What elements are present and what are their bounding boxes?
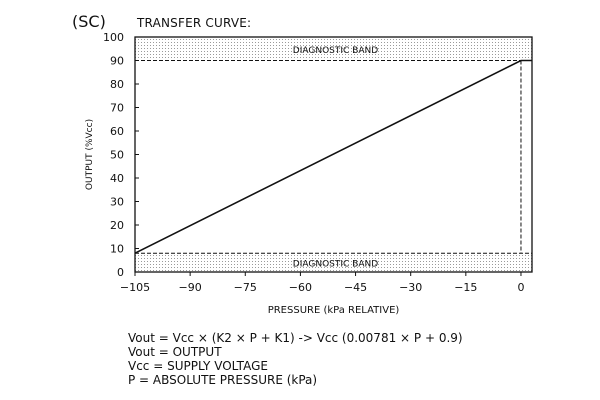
y-tick-label: 0: [117, 266, 124, 279]
formula-line-equation: Vout = Vcc × (K2 × P + K1) -> Vcc (0.007…: [128, 331, 463, 345]
x-tick-label: 0: [517, 281, 524, 294]
x-tick-label: −15: [454, 281, 477, 294]
y-tick-label: 50: [110, 149, 124, 162]
x-axis-label: PRESSURE (kPa RELATIVE): [268, 305, 400, 316]
formula-line-p: P = ABSOLUTE PRESSURE (kPa): [128, 373, 318, 387]
y-axis-label: OUTPUT (%Vcc): [85, 119, 95, 190]
y-tick-label: 100: [103, 31, 124, 44]
y-tick-label: 20: [110, 219, 124, 232]
diagnostic-band-label: DIAGNOSTIC BAND: [293, 260, 378, 270]
y-tick-label: 90: [110, 55, 124, 68]
formula-line-vout: Vout = OUTPUT: [128, 345, 222, 359]
x-tick-label: −75: [234, 281, 257, 294]
x-tick-label: −45: [344, 281, 367, 294]
x-tick-label: −30: [399, 281, 422, 294]
diagnostic-band-lower: [135, 253, 532, 272]
y-tick-label: 70: [110, 102, 124, 115]
diagnostic-band-upper: [135, 37, 532, 61]
y-tick-label: 40: [110, 172, 124, 185]
y-tick-label: 60: [110, 125, 124, 138]
x-tick-label: −60: [289, 281, 312, 294]
chart-title: TRANSFER CURVE:: [137, 16, 252, 30]
y-tick-label: 80: [110, 78, 124, 91]
y-tick-label: 30: [110, 196, 124, 209]
diagnostic-band-label: DIAGNOSTIC BAND: [293, 46, 378, 56]
y-tick-label: 10: [110, 243, 124, 256]
formula-block: Vout = Vcc × (K2 × P + K1) -> Vcc (0.007…: [128, 331, 463, 387]
transfer-curve-line: [134, 59, 532, 254]
formula-line-vcc: Vcc = SUPPLY VOLTAGE: [128, 359, 268, 373]
x-tick-label: −105: [120, 281, 150, 294]
x-tick-label: −90: [179, 281, 202, 294]
chart-label: (SC): [72, 12, 106, 31]
